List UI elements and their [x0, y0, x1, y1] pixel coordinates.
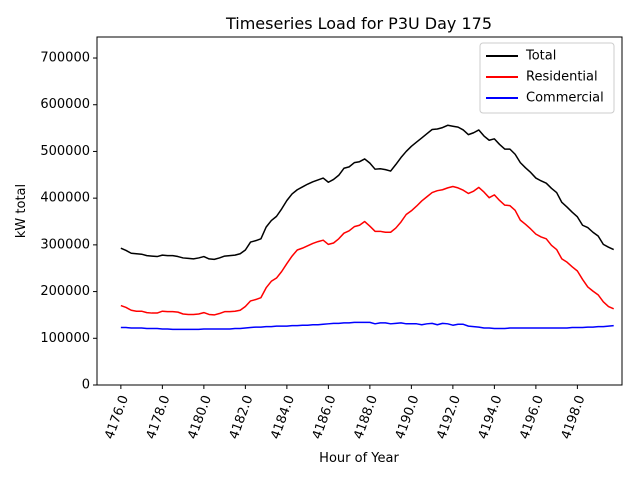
series-line-residential	[120, 185, 615, 316]
y-tick-label: 100000	[40, 331, 90, 346]
y-tick-label: 200000	[40, 284, 90, 299]
chart-title: Timeseries Load for P3U Day 175	[225, 14, 492, 33]
y-tick-label: 300000	[40, 237, 90, 252]
y-tick-label: 700000	[40, 51, 90, 66]
x-axis-label: Hour of Year	[319, 451, 399, 466]
y-tick-label: 600000	[40, 97, 90, 112]
legend-box	[479, 42, 615, 114]
y-tick-label: 0	[82, 378, 90, 393]
y-axis-label: kW total	[14, 184, 29, 238]
plot-lines	[120, 124, 615, 331]
plot-frame	[96, 36, 623, 386]
y-tick-label: 400000	[40, 191, 90, 206]
series-line-commercial	[120, 321, 614, 331]
y-tick-label: 500000	[40, 144, 90, 159]
series-line-total	[120, 124, 615, 261]
y-axis-ticks: 0 100000 200000 300000 400000 500000 600000 700…	[40, 51, 97, 393]
legend-label-residential: Residential	[526, 70, 598, 85]
legend-label-total: Total	[525, 49, 556, 64]
legend: Total Residential Commercial	[479, 42, 615, 114]
legend-label-commercial: Commercial	[526, 91, 604, 106]
